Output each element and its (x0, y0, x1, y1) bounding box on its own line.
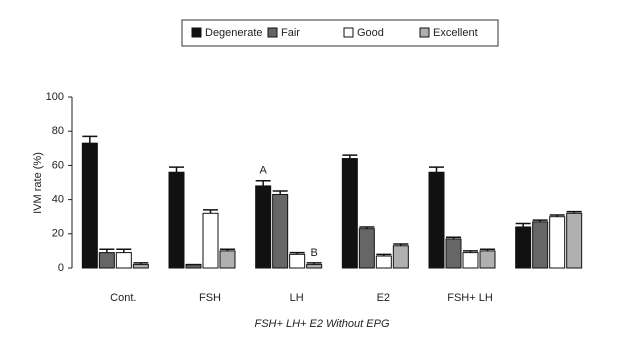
error-bar (342, 154, 358, 159)
bar (115, 252, 132, 269)
error-bar (532, 219, 548, 222)
bar (81, 142, 98, 269)
error-bar (272, 190, 288, 195)
bar (445, 238, 462, 269)
error-bar (133, 262, 149, 265)
bar (515, 226, 532, 269)
error-bar (566, 210, 582, 214)
error-bar (393, 243, 409, 246)
bar (132, 264, 149, 269)
bar (428, 171, 445, 269)
error-bar (116, 248, 132, 253)
bar (306, 264, 323, 269)
bar (98, 252, 115, 269)
y-tick-label: 80 (52, 125, 64, 137)
x-tick-label: E2 (377, 292, 390, 304)
legend-label: Good (357, 27, 384, 39)
x-tick-label: Cont. (110, 292, 136, 304)
legend-swatch (419, 27, 430, 38)
error-bar (220, 248, 235, 251)
error-bar (376, 253, 392, 257)
error-bar (169, 166, 184, 173)
annotation: B (310, 247, 317, 259)
bar (272, 193, 289, 269)
y-tick-label: 20 (52, 228, 64, 240)
x-tick-label: FSH (199, 292, 221, 304)
error-bar (463, 250, 478, 253)
bar (566, 212, 583, 269)
bar (255, 185, 272, 269)
error-bar (82, 135, 98, 144)
bar (289, 253, 306, 269)
y-tick-label: 100 (46, 91, 64, 103)
legend-label: Fair (281, 27, 300, 39)
y-tick-label: 60 (52, 159, 64, 171)
y-tick-label: 40 (52, 194, 64, 206)
bar (462, 252, 479, 269)
legend-label: Degenerate (205, 27, 263, 39)
error-bar (429, 166, 444, 173)
y-tick-label: 0 (58, 262, 64, 274)
error-bar (99, 248, 115, 253)
bar (341, 158, 358, 269)
error-bar (203, 209, 218, 214)
error-bar (515, 222, 531, 227)
bar (168, 171, 185, 269)
bar (375, 255, 392, 269)
error-bar (255, 180, 271, 186)
error-bar (359, 226, 375, 229)
x-axis-title: FSH+ LH+ E2 Without EPG (254, 318, 389, 330)
legend-label: Excellent (433, 27, 478, 39)
x-tick-label: FSH+ LH (447, 292, 493, 304)
bar (392, 245, 409, 269)
x-tick-label: LH (290, 292, 304, 304)
error-bar (549, 214, 565, 217)
bar (202, 212, 219, 269)
legend-swatch (191, 27, 202, 38)
legend-box (181, 19, 499, 47)
legend-swatch (267, 27, 278, 38)
bar (549, 216, 566, 269)
error-bar (289, 251, 305, 255)
bar (219, 250, 236, 269)
error-bar (306, 262, 322, 265)
y-axis-title: IVM rate (%) (32, 152, 44, 214)
annotation: A (259, 165, 267, 177)
bar (532, 221, 549, 269)
bar (479, 250, 496, 269)
error-bar (446, 236, 461, 239)
bar (358, 228, 375, 269)
legend-swatch (343, 27, 354, 38)
error-bar (480, 248, 495, 251)
